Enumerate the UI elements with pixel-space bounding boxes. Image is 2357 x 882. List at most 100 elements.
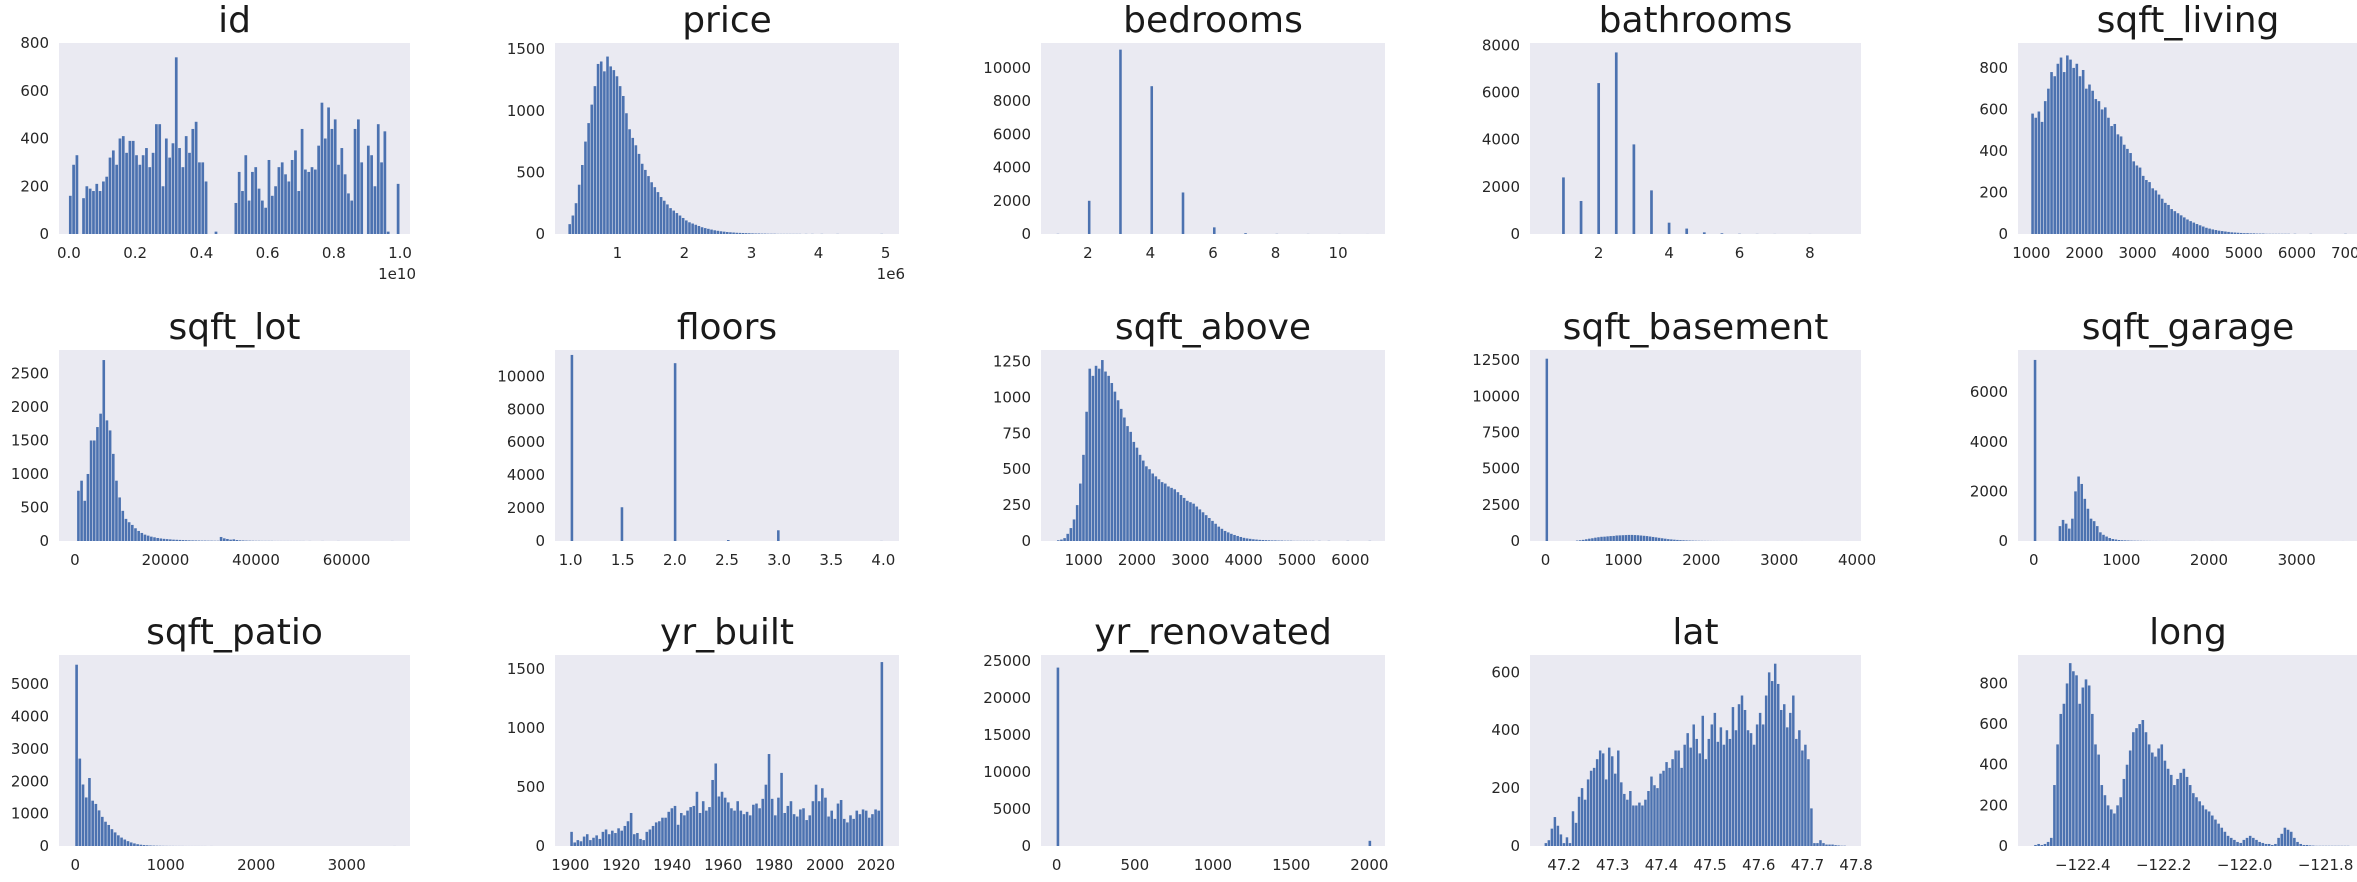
- x-tick-label: 2000: [1350, 856, 1388, 874]
- histogram-bar: [1104, 371, 1107, 541]
- histogram-bar: [1737, 704, 1741, 846]
- histogram-bar: [121, 136, 125, 234]
- histogram-bar: [632, 834, 636, 846]
- panel-title: sqft_living: [2097, 0, 2280, 41]
- histogram-bar: [92, 191, 95, 234]
- histogram-bar: [1595, 759, 1599, 846]
- x-tick-label: 1.0: [388, 244, 412, 262]
- plot-area: [1530, 43, 1861, 234]
- histogram-bar: [1614, 773, 1617, 846]
- histogram-bar: [1079, 483, 1082, 541]
- histogram-bar: [2095, 526, 2099, 541]
- x-tick-label: 5000: [2225, 244, 2263, 262]
- histogram-bar: [290, 159, 294, 234]
- histogram-bar: [1192, 503, 1195, 541]
- histogram-bar: [1220, 528, 1224, 541]
- histogram-bar: [2160, 744, 2164, 846]
- histogram-bar: [631, 137, 635, 234]
- histogram-bar: [2283, 827, 2287, 846]
- x-tick-label: 0.4: [189, 244, 213, 262]
- histogram-bar: [596, 63, 600, 234]
- histogram-bar: [1075, 505, 1079, 541]
- histogram-bar: [774, 815, 777, 846]
- histogram-bar: [145, 148, 148, 234]
- histogram-bar: [92, 440, 96, 541]
- histogram-bar: [1110, 383, 1114, 541]
- histogram-bar: [136, 844, 139, 846]
- histogram-bar: [330, 128, 334, 234]
- histogram-bar: [827, 816, 830, 846]
- y-tick-label: 800: [1979, 674, 2008, 692]
- y-tick-label: 6000: [1482, 84, 1520, 102]
- histogram-bar: [703, 228, 707, 234]
- histogram-bar: [623, 825, 627, 846]
- x-tick-label: 3000: [2278, 551, 2316, 569]
- histogram-bar: [1710, 724, 1714, 846]
- histogram-bar: [742, 814, 746, 846]
- histogram-bar: [1568, 843, 1572, 846]
- y-tick-label: 4000: [993, 159, 1031, 177]
- bars: [1544, 663, 1846, 846]
- histogram-bar: [146, 535, 150, 541]
- y-tick-label: 200: [20, 177, 49, 195]
- histogram-bar: [235, 539, 239, 541]
- y-tick-label: 1000: [507, 102, 545, 120]
- histogram-bar: [2110, 126, 2113, 234]
- histogram-bar: [2083, 498, 2087, 541]
- histogram-bar: [1624, 535, 1628, 541]
- bars: [1057, 360, 1372, 541]
- histogram-bar: [695, 791, 699, 846]
- histogram-bar: [874, 809, 877, 846]
- histogram-bar: [169, 539, 172, 541]
- histogram-panel-long: long −122.4 −122.2 −122.0 −121.8 0 200 400 600 80…: [1979, 612, 2357, 874]
- histogram-bar: [1204, 515, 1208, 541]
- histogram-bar: [2157, 194, 2161, 234]
- bars: [1562, 52, 1812, 234]
- x-tick-label: 6000: [2278, 244, 2316, 262]
- histogram-bar: [802, 808, 805, 846]
- histogram-bar: [673, 363, 677, 541]
- histogram-bar: [2081, 687, 2085, 846]
- histogram-bar: [1154, 476, 1158, 541]
- histogram-bar: [145, 845, 149, 846]
- histogram-bar: [2077, 476, 2080, 541]
- histogram-bar: [1725, 730, 1729, 846]
- histogram-bar: [618, 86, 622, 235]
- histogram-bar: [637, 153, 641, 234]
- histogram-bar: [2058, 526, 2062, 541]
- histogram-bar: [2078, 703, 2081, 846]
- histogram-bar: [2160, 198, 2164, 234]
- histogram-bar: [237, 171, 241, 234]
- histogram-bar: [2277, 837, 2280, 846]
- histogram-bar: [1119, 408, 1123, 541]
- histogram-bar: [697, 225, 701, 234]
- histogram-bar: [858, 814, 862, 846]
- x-tick-label: 4: [814, 244, 824, 262]
- histogram-bar: [75, 155, 79, 234]
- histogram-bar: [2138, 724, 2141, 846]
- histogram-bar: [1208, 518, 1211, 541]
- panel-title: sqft_basement: [1563, 307, 1829, 348]
- histogram-bar: [1578, 540, 1582, 541]
- histogram-bar: [2145, 180, 2148, 234]
- plot-area: [59, 350, 410, 541]
- y-tick-label: 1500: [11, 431, 49, 449]
- bars: [568, 56, 884, 235]
- histogram-bar: [2097, 754, 2100, 846]
- histogram-bar: [86, 473, 90, 541]
- histogram-bar: [1664, 538, 1667, 541]
- histogram-bar: [686, 810, 689, 846]
- histogram-bar: [670, 808, 674, 846]
- histogram-bar: [1607, 747, 1611, 846]
- histogram-bar: [833, 818, 837, 846]
- histogram-bar: [625, 113, 628, 234]
- histogram-bar: [2059, 713, 2063, 846]
- histogram-bar: [1097, 368, 1101, 541]
- histogram-bar: [606, 56, 609, 234]
- histogram-bar: [1642, 535, 1646, 541]
- histogram-bar: [678, 215, 682, 234]
- histogram-bar: [353, 128, 357, 234]
- histogram-bar: [1069, 528, 1073, 541]
- y-tick-label: 2500: [11, 364, 49, 382]
- histogram-bar: [159, 538, 163, 541]
